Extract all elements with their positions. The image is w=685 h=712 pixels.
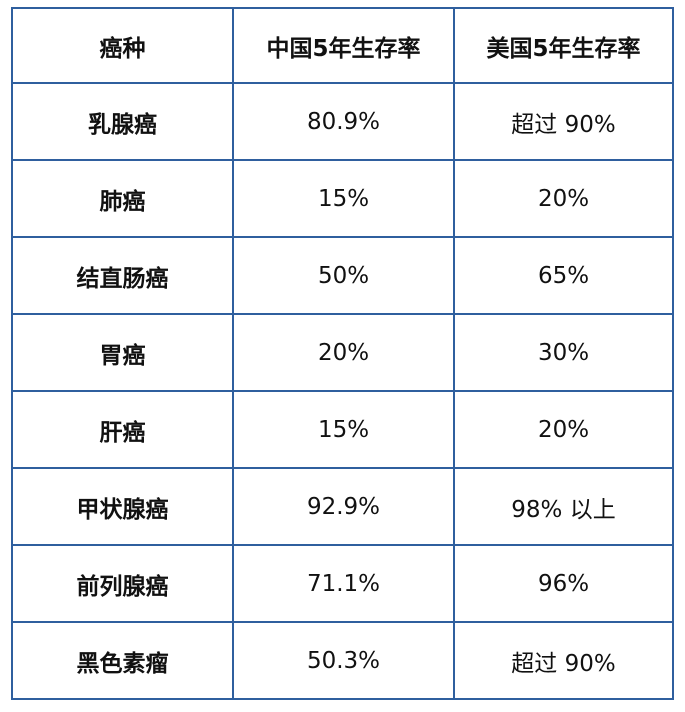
table-row: 肝癌 15% 20%: [11, 390, 674, 469]
us-rate-cell: 65%: [453, 236, 674, 315]
cancer-type-cell: 前列腺癌: [11, 544, 234, 623]
us-rate-cell: 98% 以上: [453, 467, 674, 546]
china-rate-cell: 15%: [232, 390, 455, 469]
china-rate-cell: 15%: [232, 159, 455, 238]
cancer-type-cell: 甲状腺癌: [11, 467, 234, 546]
table-row: 黑色素瘤 50.3% 超过 90%: [11, 621, 674, 700]
cancer-type-cell: 乳腺癌: [11, 82, 234, 161]
cancer-type-cell: 黑色素瘤: [11, 621, 234, 700]
table-row: 甲状腺癌 92.9% 98% 以上: [11, 467, 674, 546]
survival-rate-table: 癌种 中国5年生存率 美国5年生存率 乳腺癌 80.9% 超过 90% 肺癌 15% 20…: [11, 7, 674, 700]
us-rate-cell: 超过 90%: [453, 621, 674, 700]
table-row: 胃癌 20% 30%: [11, 313, 674, 392]
us-rate-cell: 96%: [453, 544, 674, 623]
cancer-type-cell: 结直肠癌: [11, 236, 234, 315]
cancer-type-cell: 肝癌: [11, 390, 234, 469]
table-row: 乳腺癌 80.9% 超过 90%: [11, 82, 674, 161]
us-rate-cell: 20%: [453, 390, 674, 469]
header-us-rate: 美国5年生存率: [453, 7, 674, 84]
china-rate-cell: 50%: [232, 236, 455, 315]
header-row: 癌种 中国5年生存率 美国5年生存率: [11, 7, 674, 84]
header-china-rate: 中国5年生存率: [232, 7, 455, 84]
us-rate-cell: 超过 90%: [453, 82, 674, 161]
china-rate-cell: 71.1%: [232, 544, 455, 623]
table-row: 结直肠癌 50% 65%: [11, 236, 674, 315]
china-rate-cell: 80.9%: [232, 82, 455, 161]
china-rate-cell: 50.3%: [232, 621, 455, 700]
cancer-type-cell: 胃癌: [11, 313, 234, 392]
table-row: 前列腺癌 71.1% 96%: [11, 544, 674, 623]
cancer-type-cell: 肺癌: [11, 159, 234, 238]
us-rate-cell: 30%: [453, 313, 674, 392]
china-rate-cell: 20%: [232, 313, 455, 392]
china-rate-cell: 92.9%: [232, 467, 455, 546]
us-rate-cell: 20%: [453, 159, 674, 238]
header-cancer-type: 癌种: [11, 7, 234, 84]
table-row: 肺癌 15% 20%: [11, 159, 674, 238]
